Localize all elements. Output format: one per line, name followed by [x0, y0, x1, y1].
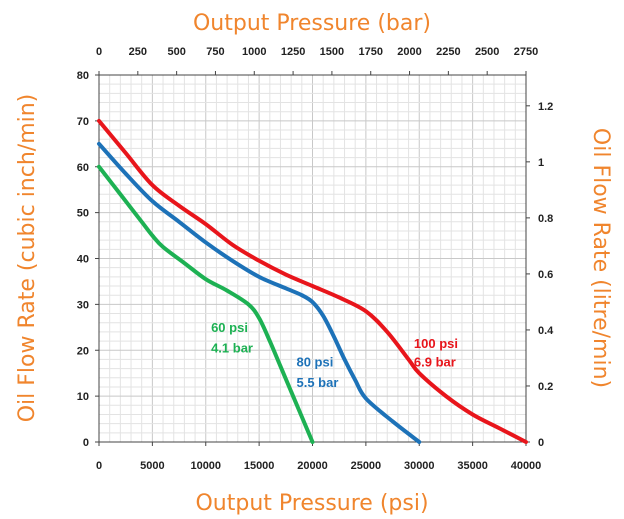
y-left-axis-title: Oil Flow Rate (cubic inch/min) [15, 94, 40, 423]
x-bottom-tick-label: 5000 [140, 460, 164, 472]
x-bottom-tick-label: 30000 [404, 460, 435, 472]
x-bottom-tick-label: 25000 [351, 460, 382, 472]
y-left-tick-label: 50 [77, 208, 89, 220]
series-labels: 60 psi 4.1 bar 80 psi 5.5 bar 100 psi 6.9 bar [211, 320, 458, 390]
x-top-tick-label: 2250 [436, 46, 460, 58]
x-bottom-tick-label: 0 [96, 460, 102, 472]
x-top-tick-label: 2000 [397, 46, 421, 58]
x-top-tick-label: 2750 [514, 46, 538, 58]
y-right-tick-labels: 0 0.2 0.4 0.6 0.8 1 1.2 [526, 101, 554, 449]
y-left-tick-label: 70 [77, 116, 89, 128]
series-100psi-label: 100 psi [414, 336, 458, 351]
x-top-tick-label: 1250 [281, 46, 305, 58]
y-left-tick-label: 20 [77, 345, 89, 357]
series-100psi-line [97, 118, 528, 444]
y-left-tick-label: 40 [77, 254, 89, 266]
x-top-axis-title: Output Pressure (bar) [193, 11, 431, 36]
x-top-tick-label: 0 [96, 46, 102, 58]
x-top-tick-label: 1500 [320, 46, 344, 58]
y-right-axis-title: Oil Flow Rate (litre/min) [588, 128, 613, 388]
y-right-tick-label: 0.6 [538, 269, 553, 281]
x-bottom-tick-label: 40000 [511, 460, 542, 472]
y-left-tick-label: 60 [77, 162, 89, 174]
x-top-tick-label: 250 [129, 46, 147, 58]
x-bottom-tick-label: 20000 [297, 460, 328, 472]
y-right-tick-label: 1.2 [538, 101, 553, 113]
y-left-tick-label: 30 [77, 299, 89, 311]
y-left-tick-label: 0 [83, 437, 89, 449]
series-60psi-line [97, 164, 315, 444]
x-bottom-axis-title: Output Pressure (psi) [195, 491, 428, 516]
series-80psi-line [97, 141, 422, 444]
y-left-tick-label: 80 [77, 70, 89, 82]
x-top-tick-label: 1000 [242, 46, 266, 58]
y-right-tick-label: 0 [538, 437, 544, 449]
x-top-tick-labels: 0 250 500 750 1000 1250 1500 1750 2000 2250 2500 27… [96, 46, 538, 75]
x-top-tick-label: 750 [206, 46, 224, 58]
series-80psi-label: 80 psi [296, 354, 333, 369]
series-60psi-sublabel: 4.1 bar [211, 341, 253, 356]
y-left-tick-labels: 0 10 20 30 40 50 60 70 80 [77, 70, 99, 449]
x-top-tick-label: 2500 [475, 46, 499, 58]
x-top-tick-label: 500 [167, 46, 185, 58]
series-100psi-sublabel: 6.9 bar [414, 354, 456, 369]
x-bottom-tick-label: 15000 [244, 460, 275, 472]
x-bottom-tick-label: 35000 [457, 460, 488, 472]
series-60psi-label: 60 psi [211, 320, 248, 335]
series-lines [97, 118, 528, 444]
y-left-tick-label: 10 [77, 391, 89, 403]
y-right-tick-label: 0.4 [538, 325, 554, 337]
y-right-tick-label: 1 [538, 157, 544, 169]
x-bottom-tick-labels: 0 5000 10000 15000 20000 25000 30000 35000 40000 [96, 442, 541, 472]
x-bottom-tick-label: 10000 [190, 460, 221, 472]
y-right-tick-label: 0.8 [538, 213, 553, 225]
y-right-tick-label: 0.2 [538, 381, 553, 393]
series-80psi-sublabel: 5.5 bar [296, 375, 338, 390]
x-top-tick-label: 1750 [358, 46, 382, 58]
